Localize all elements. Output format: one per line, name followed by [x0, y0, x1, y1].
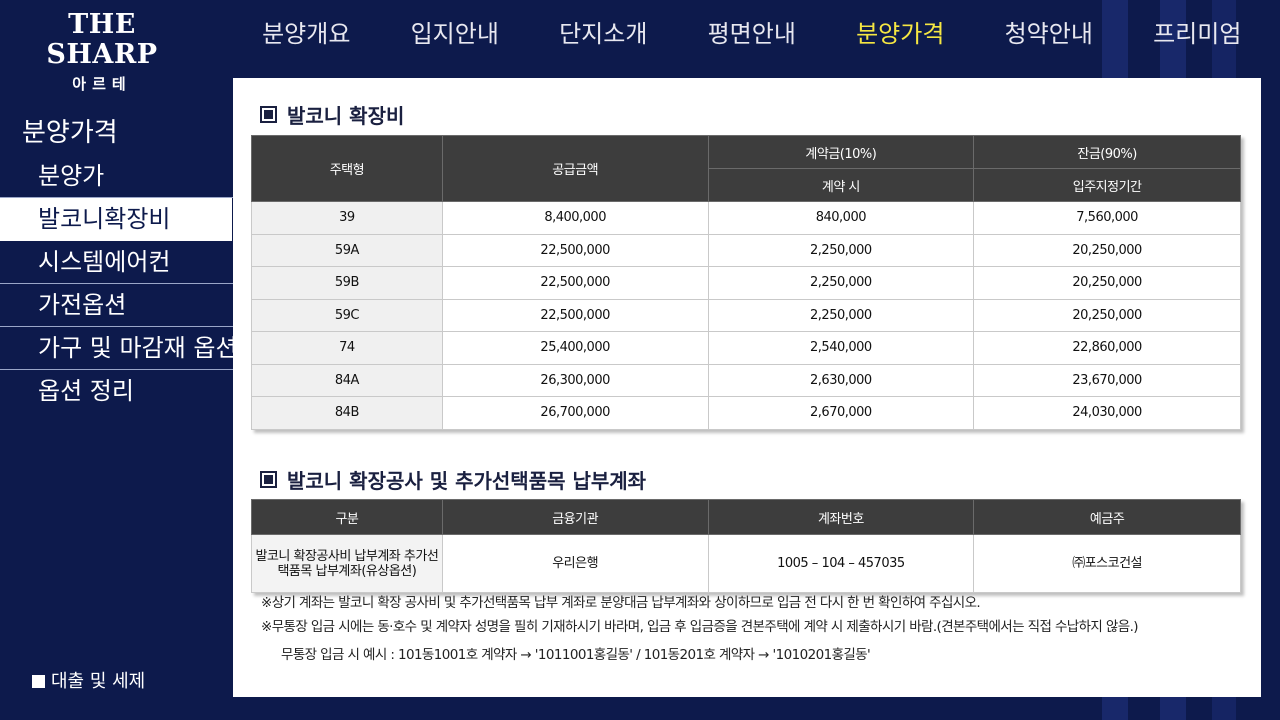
cell-supply: 22,500,000 [441, 266, 709, 300]
table-row: 59C 22,500,000 2,250,000 20,250,000 [251, 298, 1241, 332]
cell-deposit: 2,250,000 [707, 233, 975, 267]
cell-balance: 20,250,000 [973, 233, 1241, 267]
sidebar-title: 분양가격 [22, 118, 118, 148]
cell-supply: 26,300,000 [441, 363, 709, 397]
cell-supply: 22,500,000 [441, 298, 709, 332]
header-bank: 금융기관 [441, 499, 709, 535]
cell-type: 39 [251, 201, 443, 235]
header-category: 구분 [251, 499, 443, 535]
header-holder: 예금주 [973, 499, 1241, 535]
top-nav: 분양개요 입지안내 단지소개 평면안내 분양가격 청약안내 프리미엄 [232, 16, 1272, 52]
balcony-price-table: 주택형 공급금액 계약금(10%) 잔금(90%) 계약 시 입주지정기간 39… [251, 135, 1241, 430]
logo[interactable]: THE SHARP 아르테 [22, 10, 182, 94]
logo-sub: 아르테 [72, 75, 132, 93]
cell-deposit: 2,250,000 [707, 266, 975, 300]
sidebar-item-furniture[interactable]: 가구 및 마감재 옵션 [0, 327, 240, 370]
cell-deposit: 2,540,000 [707, 331, 975, 365]
cell-supply: 22,500,000 [441, 233, 709, 267]
table-row: 74 25,400,000 2,540,000 22,860,000 [251, 331, 1241, 365]
note-2: ※무통장 입금 시에는 동·호수 및 계약자 성명을 필히 기재하시기 바라며,… [261, 619, 1139, 635]
nav-item-overview[interactable]: 분양개요 [262, 20, 351, 48]
sidebar-menu: 분양가 발코니확장비 시스템에어컨 가전옵션 가구 및 마감재 옵션 옵션 정리 [0, 155, 240, 412]
header-balance: 잔금(90%) [973, 135, 1241, 169]
cell-balance: 20,250,000 [973, 298, 1241, 332]
table-row: 59A 22,500,000 2,250,000 20,250,000 [251, 233, 1241, 267]
table-row: 발코니 확장공사비 납부계좌 추가선택품목 납부계좌(유상옵션) 우리은행 10… [251, 534, 1241, 593]
cell-category: 발코니 확장공사비 납부계좌 추가선택품목 납부계좌(유상옵션) [251, 534, 443, 593]
sidebar-item-price[interactable]: 분양가 [0, 155, 240, 198]
section-title-balcony: 발코니 확장비 [260, 100, 404, 129]
cell-supply: 25,400,000 [441, 331, 709, 365]
cell-balance: 24,030,000 [973, 396, 1241, 430]
cell-type: 84A [251, 363, 443, 397]
cell-balance: 22,860,000 [973, 331, 1241, 365]
cell-type: 59A [251, 233, 443, 267]
header-deposit-sub: 계약 시 [707, 168, 975, 202]
header-type: 주택형 [251, 135, 443, 202]
table-row: 39 8,400,000 840,000 7,560,000 [251, 201, 1241, 235]
note-1: ※상기 계좌는 발코니 확장 공사비 및 추가선택품목 납부 계좌로 분양대금 … [261, 595, 981, 611]
square-bullet-icon [260, 471, 277, 488]
cell-type: 59C [251, 298, 443, 332]
cell-deposit: 840,000 [707, 201, 975, 235]
cell-supply: 8,400,000 [441, 201, 709, 235]
cell-deposit: 2,250,000 [707, 298, 975, 332]
cell-supply: 26,700,000 [441, 396, 709, 430]
account-table: 구분 금융기관 계좌번호 예금주 발코니 확장공사비 납부계좌 추가선택품목 납… [251, 499, 1241, 593]
section-title-text: 발코니 확장비 [287, 104, 405, 128]
cell-type: 74 [251, 331, 443, 365]
logo-main: THE SHARP [46, 9, 158, 70]
header-account-number: 계좌번호 [707, 499, 975, 535]
cell-balance: 20,250,000 [973, 266, 1241, 300]
table-row: 59B 22,500,000 2,250,000 20,250,000 [251, 266, 1241, 300]
cell-account-number: 1005 – 104 – 457035 [707, 534, 975, 593]
nav-item-complex[interactable]: 단지소개 [559, 20, 648, 48]
cell-type: 84B [251, 396, 443, 430]
square-bullet-icon [32, 675, 45, 688]
sidebar-item-appliance[interactable]: 가전옵션 [0, 284, 240, 327]
nav-item-premium[interactable]: 프리미엄 [1153, 20, 1242, 48]
table-row: 84B 26,700,000 2,670,000 24,030,000 [251, 396, 1241, 430]
nav-item-location[interactable]: 입지안내 [410, 20, 499, 48]
loan-label: 대출 및 세제 [51, 671, 146, 692]
header-balance-sub: 입주지정기간 [973, 168, 1241, 202]
nav-item-subscription[interactable]: 청약안내 [1004, 20, 1093, 48]
sidebar-item-summary[interactable]: 옵션 정리 [38, 377, 134, 405]
sidebar-item-loan[interactable]: 대출 및 세제 [32, 667, 145, 693]
header-supply: 공급금액 [441, 135, 709, 202]
cell-bank: 우리은행 [441, 534, 709, 593]
section-title-text: 발코니 확장공사 및 추가선택품목 납부계좌 [287, 469, 647, 493]
cell-balance: 23,670,000 [973, 363, 1241, 397]
table-row: 84A 26,300,000 2,630,000 23,670,000 [251, 363, 1241, 397]
nav-item-floorplan[interactable]: 평면안내 [707, 20, 796, 48]
cell-type: 59B [251, 266, 443, 300]
content-panel: 발코니 확장비 주택형 공급금액 계약금(10%) 잔금(90%) 계약 시 입… [233, 78, 1261, 697]
note-example: 무통장 입금 시 예시 : 101동1001호 계약자 → '1011001홍길… [281, 647, 871, 663]
sidebar-item-balcony[interactable]: 발코니확장비 [0, 198, 232, 241]
section-title-account: 발코니 확장공사 및 추가선택품목 납부계좌 [260, 465, 646, 494]
cell-deposit: 2,630,000 [707, 363, 975, 397]
header-deposit: 계약금(10%) [707, 135, 975, 169]
cell-balance: 7,560,000 [973, 201, 1241, 235]
cell-deposit: 2,670,000 [707, 396, 975, 430]
nav-item-price[interactable]: 분양가격 [856, 20, 945, 48]
square-bullet-icon [260, 106, 277, 123]
notes: ※상기 계좌는 발코니 확장 공사비 및 추가선택품목 납부 계좌로 분양대금 … [261, 591, 1241, 667]
cell-holder: ㈜포스코건설 [973, 534, 1241, 593]
sidebar-item-aircon[interactable]: 시스템에어컨 [0, 241, 240, 284]
